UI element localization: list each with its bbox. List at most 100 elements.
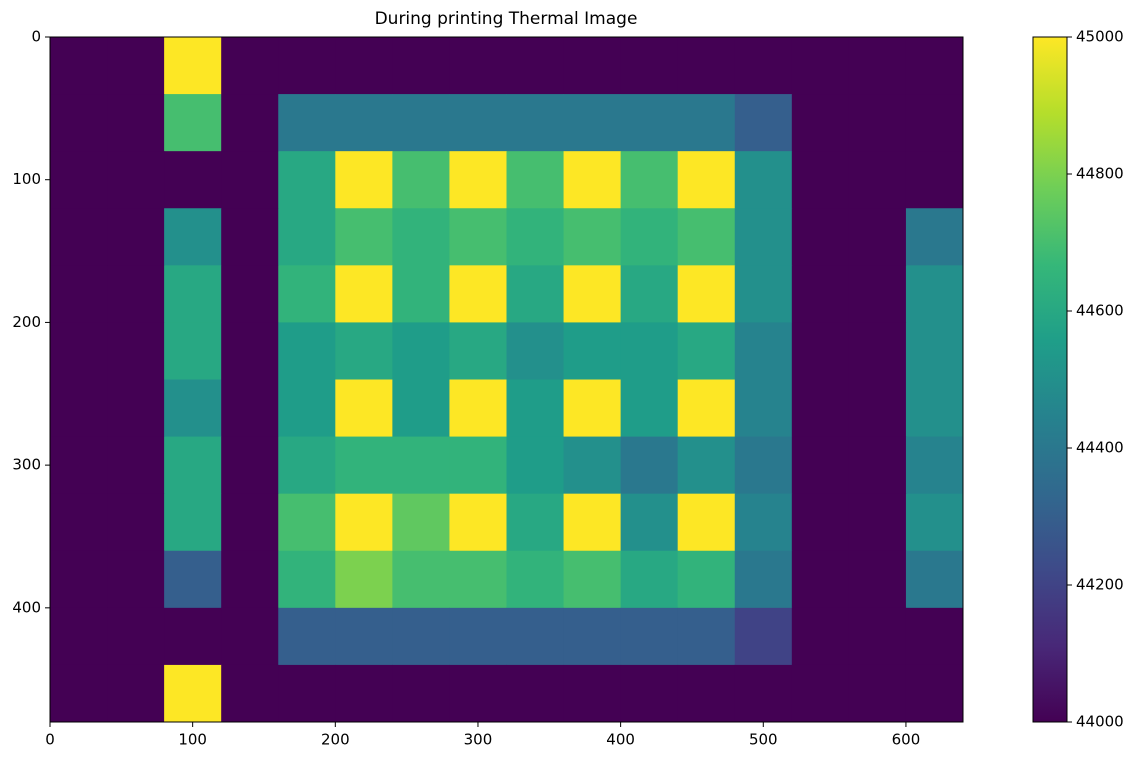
pixel-cell — [849, 608, 907, 666]
pixel-cell — [221, 551, 279, 609]
pixel-cell — [278, 665, 336, 723]
pixel-cell — [906, 94, 964, 152]
pixel-cell — [50, 380, 108, 438]
pixel-cell — [678, 37, 736, 95]
pixel-cell — [107, 37, 165, 95]
pixel-cell — [50, 322, 108, 380]
pixel-cell — [621, 208, 679, 266]
pixel-cell — [906, 151, 964, 209]
pixel-cell — [449, 265, 507, 323]
pixel-cell — [221, 322, 279, 380]
pixel-cell — [392, 208, 450, 266]
pixel-cell — [849, 208, 907, 266]
pixel-cell — [50, 551, 108, 609]
pixel-cell — [735, 665, 793, 723]
pixel-cell — [392, 608, 450, 666]
pixel-cell — [906, 265, 964, 323]
pixel-cell — [278, 37, 336, 95]
pixel-cell — [906, 437, 964, 495]
pixel-cell — [849, 494, 907, 552]
pixel-cell — [564, 94, 622, 152]
pixel-cell — [621, 322, 679, 380]
pixel-cell — [107, 608, 165, 666]
pixel-cell — [449, 208, 507, 266]
pixel-cell — [107, 322, 165, 380]
pixel-cell — [392, 380, 450, 438]
pixel-cell — [735, 608, 793, 666]
y-tick-label: 400 — [12, 598, 41, 616]
pixel-cell — [792, 551, 850, 609]
pixel-cell — [164, 665, 222, 723]
pixel-cell — [678, 380, 736, 438]
pixel-cell — [849, 322, 907, 380]
image — [50, 37, 964, 723]
pixel-cell — [564, 437, 622, 495]
pixel-cell — [906, 208, 964, 266]
pixel-cell — [621, 94, 679, 152]
pixel-cell — [107, 380, 165, 438]
pixel-cell — [164, 37, 222, 95]
pixel-cell — [50, 608, 108, 666]
pixel-cell — [906, 551, 964, 609]
pixel-cell — [906, 380, 964, 438]
pixel-cell — [507, 94, 565, 152]
pixel-cell — [621, 494, 679, 552]
pixel-cell — [507, 37, 565, 95]
pixel-cell — [107, 151, 165, 209]
pixel-cell — [735, 322, 793, 380]
pixel-cell — [906, 322, 964, 380]
pixel-cell — [449, 494, 507, 552]
pixel-cell — [849, 551, 907, 609]
pixel-cell — [621, 380, 679, 438]
pixel-cell — [164, 322, 222, 380]
pixel-cell — [221, 208, 279, 266]
pixel-cell — [792, 208, 850, 266]
pixel-cell — [278, 380, 336, 438]
pixel-cell — [735, 380, 793, 438]
pixel-cell — [164, 208, 222, 266]
x-tick-label: 300 — [464, 731, 493, 749]
pixel-cell — [906, 608, 964, 666]
pixel-cell — [164, 437, 222, 495]
pixel-cell — [792, 665, 850, 723]
pixel-cell — [564, 37, 622, 95]
pixel-cell — [392, 37, 450, 95]
pixel-cell — [50, 208, 108, 266]
pixel-cell — [449, 608, 507, 666]
colorbar-tick-label: 44400 — [1076, 439, 1124, 457]
pixel-cell — [50, 494, 108, 552]
pixel-cell — [678, 151, 736, 209]
pixel-cell — [792, 151, 850, 209]
pixel-cell — [278, 208, 336, 266]
pixel-cell — [849, 437, 907, 495]
pixel-cell — [564, 608, 622, 666]
pixel-cell — [278, 151, 336, 209]
pixel-cell — [50, 265, 108, 323]
pixel-cell — [678, 437, 736, 495]
pixel-cell — [164, 494, 222, 552]
pixel-cell — [849, 151, 907, 209]
pixel-cell — [507, 551, 565, 609]
pixel-cell — [507, 665, 565, 723]
pixel-cell — [678, 208, 736, 266]
pixel-cell — [621, 437, 679, 495]
pixel-cell — [50, 665, 108, 723]
x-tick-label: 200 — [321, 731, 350, 749]
pixel-cell — [564, 151, 622, 209]
pixel-cell — [507, 322, 565, 380]
pixel-cell — [792, 380, 850, 438]
pixel-cell — [678, 494, 736, 552]
chart-title: During printing Thermal Image — [375, 9, 638, 29]
pixel-cell — [621, 665, 679, 723]
pixel-cell — [107, 94, 165, 152]
pixel-cell — [449, 151, 507, 209]
pixel-cell — [392, 265, 450, 323]
pixel-cell — [164, 608, 222, 666]
pixel-cell — [735, 551, 793, 609]
pixel-cell — [564, 494, 622, 552]
pixel-cell — [221, 437, 279, 495]
pixel-cell — [735, 37, 793, 95]
pixel-cell — [164, 380, 222, 438]
pixel-cell — [735, 94, 793, 152]
pixel-cell — [278, 494, 336, 552]
